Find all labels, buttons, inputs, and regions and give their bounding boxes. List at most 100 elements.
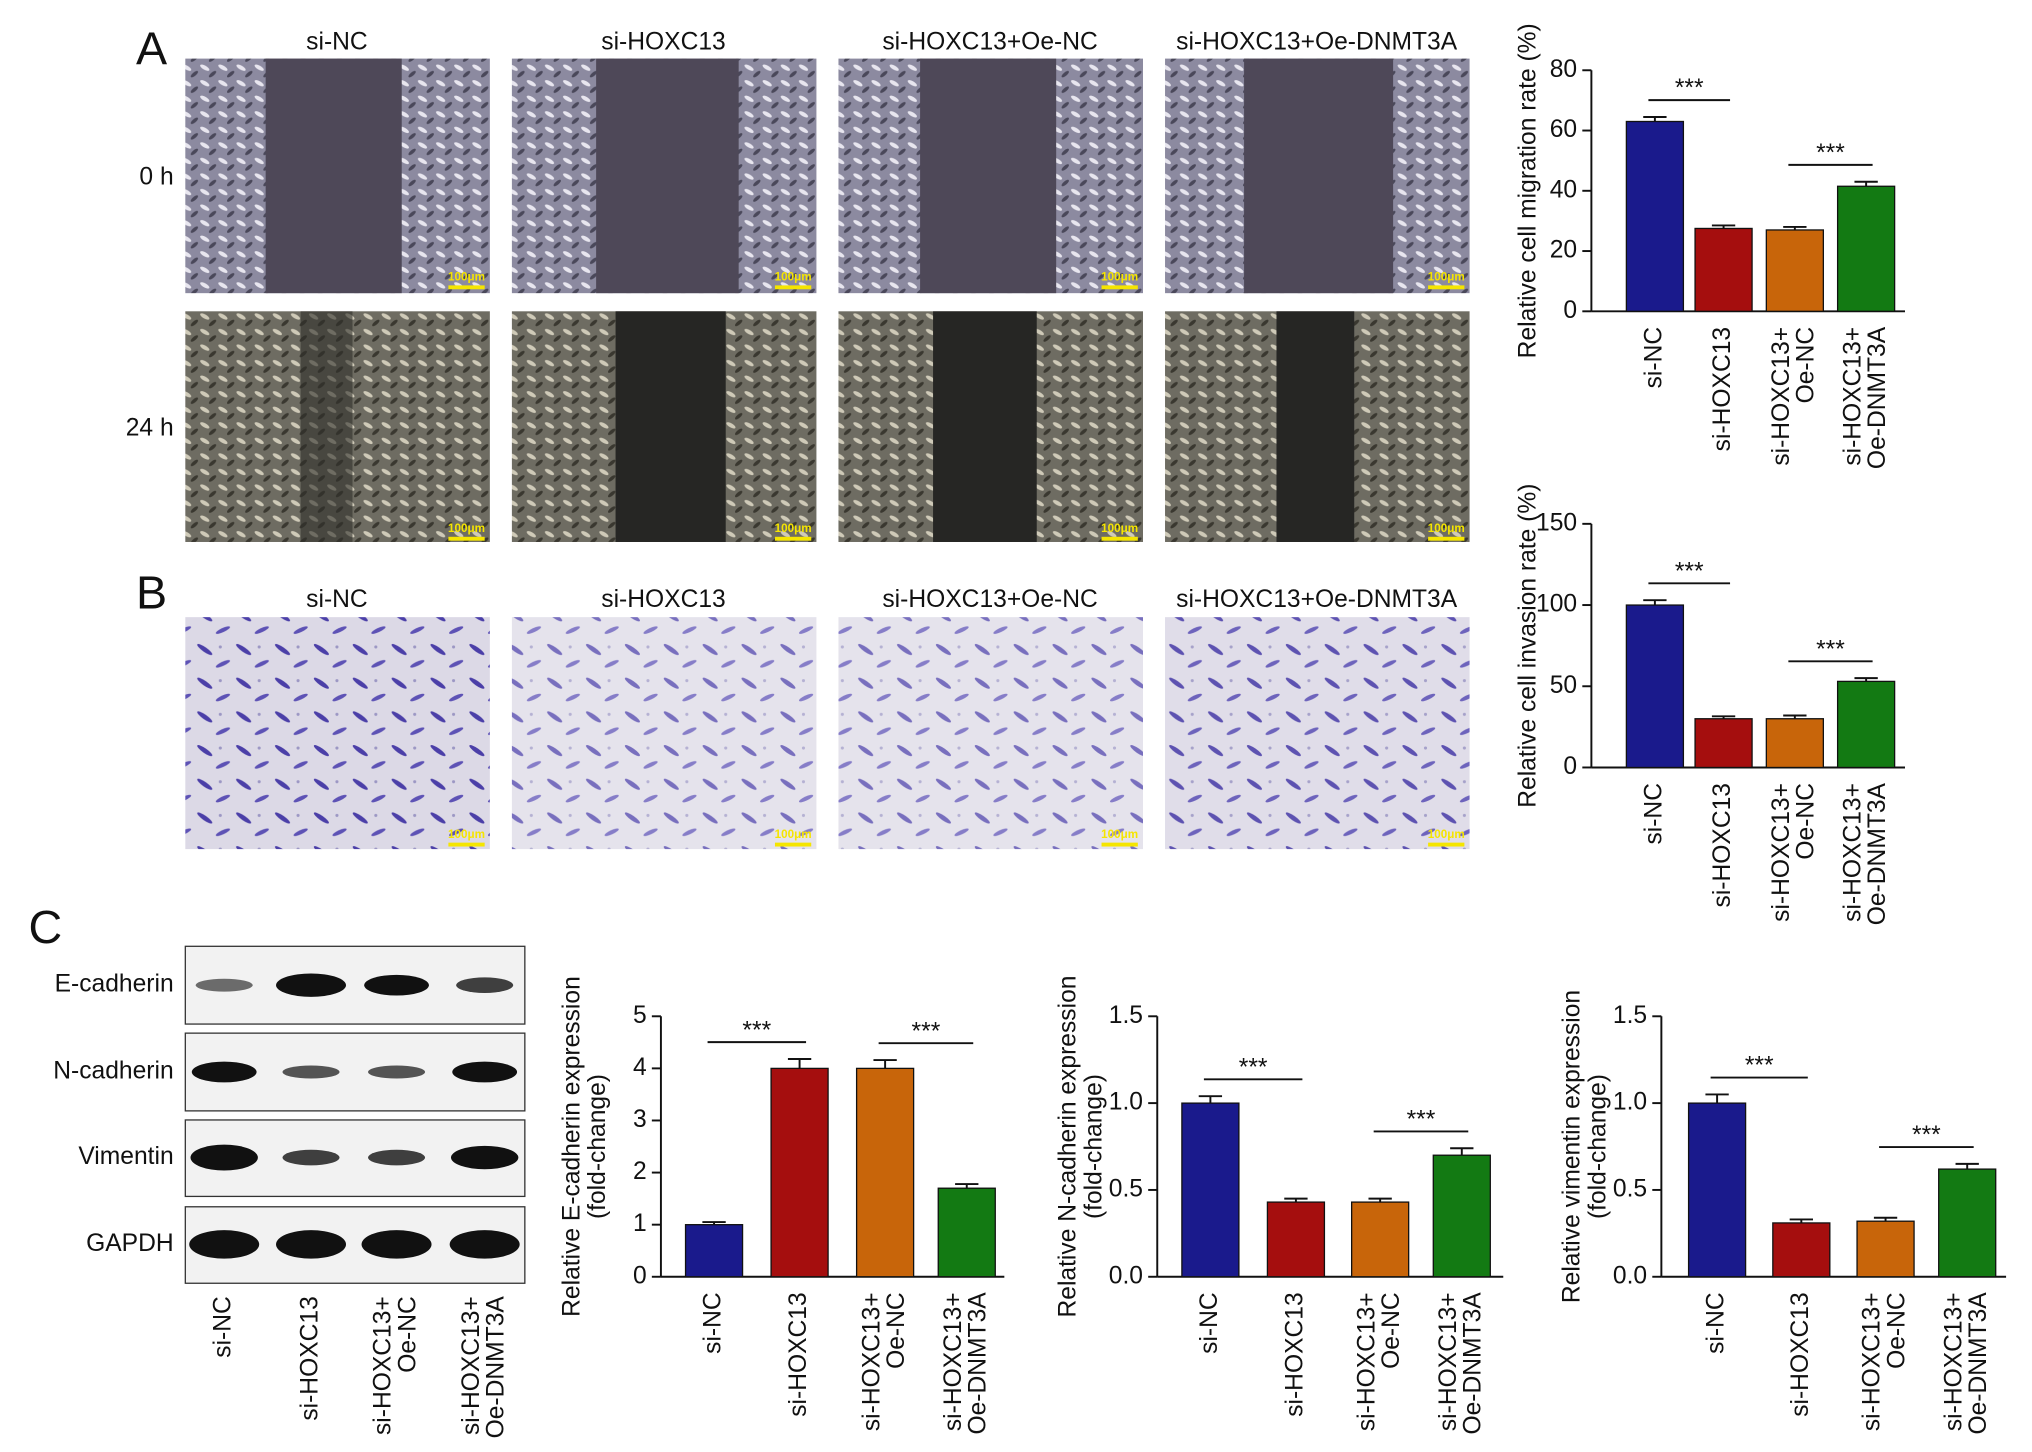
bar [1765,229,1825,312]
scale-bar [448,842,485,847]
y-axis-label: Relative vimentin expression [1559,990,1586,1303]
column-label: si-NC [306,29,368,56]
scale-bar-label: 100μm [448,828,485,841]
y-tick-label: 40 [1550,176,1577,203]
y-tick-label: 60 [1550,116,1577,143]
y-axis-label: Relative cell invasion rate (%) [1515,484,1542,808]
significance-label: *** [1675,558,1704,585]
y-tick-label: 0.5 [1109,1175,1143,1202]
significance-label: *** [1816,140,1845,167]
y-tick-label: 0.0 [1109,1262,1143,1289]
y-tick-label: 1.0 [1613,1089,1647,1116]
y-tick-label: 1.5 [1613,1002,1647,1029]
scale-bar-label: 100μm [1101,271,1138,284]
column-label: si-NC [306,586,368,613]
scale-bar-label: 100μm [1428,522,1465,535]
bar [1856,1220,1915,1278]
transwell [185,617,1470,850]
x-tick-label: Oe-NC [1793,327,1820,404]
x-tick-label: Oe-DNMT3A [1864,782,1891,925]
x-tick-label: si-HOXC13 [1281,1292,1308,1416]
scale-bar-label: 100μm [1428,271,1465,284]
x-tick-label: si-HOXC13+ [1435,1292,1462,1431]
scale-bar [1101,285,1138,290]
significance-label: *** [1675,75,1704,102]
y-axis-label: (fold-change) [1585,1074,1612,1219]
x-tick-label: Oe-NC [1378,1292,1405,1369]
bar [1625,604,1685,769]
x-tick-label: Oe-DNMT3A [1965,1292,1992,1435]
x-tick-label: si-HOXC13 [1709,327,1736,451]
x-tick-label: si-HOXC13+ [1768,327,1795,466]
x-tick-label: si-HOXC13+ [1768,783,1795,922]
bar [1687,1102,1747,1278]
scale-bar [1428,842,1465,847]
y-axis-label: (fold-change) [1081,1074,1108,1219]
x-tick-label: si-NC [1196,1292,1223,1354]
y-tick-label: 80 [1550,56,1577,83]
scale-bar-label: 100μm [775,522,812,535]
significance-label: *** [1912,1122,1941,1149]
bar [1266,1201,1326,1278]
x-tick-label: si-HOXC13+ [1940,1292,1967,1431]
blot-row-label: Vimentin [78,1143,173,1170]
row-label: 0 h [139,163,173,190]
column-label: si-HOXC13+Oe-DNMT3A [1176,586,1458,613]
bar [1625,120,1685,312]
y-tick-label: 0.5 [1613,1175,1647,1202]
bar [1694,227,1753,312]
y-tick-label: 1.0 [1109,1089,1143,1116]
bar [937,1187,996,1278]
x-tick-label: Oe-NC [1883,1292,1910,1369]
y-tick-label: 1.5 [1109,1002,1143,1029]
bar [1350,1201,1410,1278]
scale-bar [1428,285,1465,290]
y-axis-label: Relative cell migration rate (%) [1515,23,1542,358]
scale-bar [774,842,812,847]
x-tick-label: si-HOXC13+ [458,1296,485,1435]
scale-bar-label: 100μm [448,271,485,284]
x-tick-label: Oe-DNMT3A [482,1296,509,1439]
scale-bar [448,285,485,290]
bar [1772,1222,1831,1278]
bar [1765,718,1825,769]
scale-bar-label: 100μm [1428,828,1465,841]
bar [1938,1168,1997,1278]
y-axis-label: Relative E-cadherin expression [558,976,585,1317]
significance-label: *** [1816,636,1845,663]
scale-bar [1101,842,1138,847]
column-label: si-HOXC13+Oe-NC [882,29,1097,56]
y-tick-label: 20 [1550,237,1577,264]
bar [855,1067,915,1278]
x-tick-label: si-HOXC13 [1787,1292,1814,1416]
x-tick-label: Oe-NC [394,1296,421,1373]
x-tick-label: si-NC [210,1296,237,1358]
western-blot [184,945,526,1284]
panel-letter: A [136,22,168,74]
blot-row-label: GAPDH [86,1230,174,1257]
bar [1432,1154,1491,1278]
significance-label: *** [912,1018,941,1045]
significance-label: *** [1239,1054,1268,1081]
x-tick-label: Oe-DNMT3A [1460,1292,1487,1435]
significance-label: *** [1407,1107,1436,1134]
column-label: si-HOXC13+Oe-DNMT3A [1176,29,1458,56]
bar [1836,680,1896,769]
column-label: si-HOXC13 [601,29,725,56]
wound-24h [185,311,1470,542]
bar [1836,185,1896,312]
scale-bar-label: 100μm [1101,522,1138,535]
y-tick-label: 100 [1536,591,1577,618]
bar [1694,718,1753,769]
x-tick-label: si-NC [700,1292,727,1354]
y-axis-label: Relative N-cadherin expression [1055,976,1082,1318]
y-tick-label: 3 [633,1106,647,1133]
x-tick-label: si-HOXC13+ [858,1292,885,1431]
x-tick-label: Oe-DNMT3A [965,1292,992,1435]
y-tick-label: 150 [1536,509,1577,536]
scale-bar [774,285,812,290]
scale-bar-label: 100μm [775,271,812,284]
scale-bar-label: 100μm [448,522,485,535]
y-axis-label: (fold-change) [584,1074,611,1219]
